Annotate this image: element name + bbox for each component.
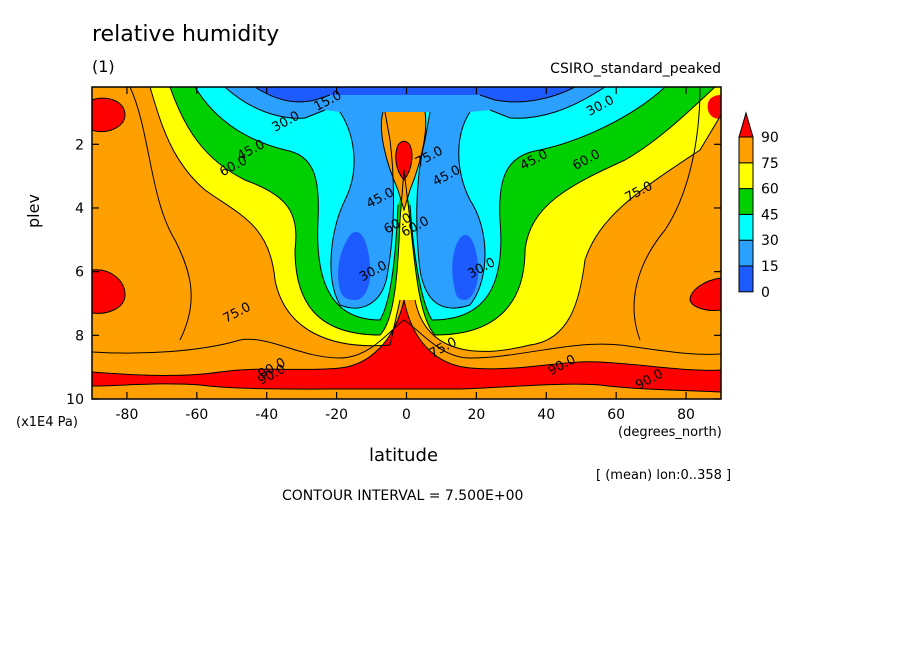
contour-line bbox=[380, 111, 427, 212]
contour-line bbox=[395, 140, 413, 181]
y-axis-units: (x1E4 Pa) bbox=[16, 415, 78, 430]
x-tick-label: -20 bbox=[325, 407, 348, 423]
x-tick-label: 0 bbox=[402, 407, 411, 423]
contour-lines bbox=[92, 87, 721, 393]
x-axis-label: latitude bbox=[369, 445, 439, 466]
contour-line bbox=[92, 319, 721, 359]
fill-band-0-15-right-core bbox=[452, 235, 479, 300]
colorbar-label: 60 bbox=[761, 182, 779, 198]
colorbar-swatch bbox=[738, 136, 754, 164]
contour-line bbox=[129, 87, 192, 341]
x-tick-label: 40 bbox=[537, 407, 555, 423]
contour-line bbox=[416, 111, 486, 309]
x-tick-label: -60 bbox=[185, 407, 208, 423]
contour-line bbox=[633, 87, 701, 341]
colorbar-swatch bbox=[738, 188, 754, 215]
contour-line bbox=[169, 87, 716, 336]
colorbar-label: 75 bbox=[761, 156, 779, 172]
x-tick-label: 60 bbox=[607, 407, 625, 423]
longitude-note: [ (mean) lon:0..358 ] bbox=[596, 468, 732, 483]
contour-line bbox=[414, 114, 721, 352]
colorbar-label: 15 bbox=[761, 259, 779, 275]
chart-subtitle: (1) bbox=[92, 57, 115, 76]
colorbar-label: 30 bbox=[761, 233, 779, 249]
contour-fill-layers bbox=[92, 87, 721, 399]
y-axis: 2 4 6 8 10 bbox=[66, 137, 721, 408]
colorbar-top-arrow bbox=[738, 111, 754, 138]
y-tick-label: 4 bbox=[75, 201, 84, 217]
colorbar: 0 15 30 45 60 75 90 bbox=[738, 111, 779, 301]
chart-title: relative humidity bbox=[92, 22, 280, 47]
x-tick-label: -80 bbox=[116, 407, 139, 423]
x-axis-units: (degrees_north) bbox=[618, 425, 722, 440]
contour-line bbox=[149, 87, 401, 347]
contour-interval: CONTOUR INTERVAL = 7.500E+00 bbox=[282, 488, 524, 504]
contour-line bbox=[479, 87, 576, 103]
fill-band-0-15 bbox=[255, 87, 575, 102]
y-tick-label: 10 bbox=[66, 392, 84, 408]
colorbar-swatch bbox=[738, 265, 754, 293]
contour-line bbox=[92, 383, 721, 393]
colorbar-swatch bbox=[738, 162, 754, 190]
colorbar-swatch bbox=[738, 239, 754, 267]
contour-line bbox=[330, 111, 395, 309]
colorbar-label: 45 bbox=[761, 207, 779, 223]
colorbar-label: 0 bbox=[761, 285, 770, 301]
fill-band-0-15-left-core bbox=[338, 231, 371, 300]
fill-band-90-left-top bbox=[92, 98, 125, 132]
contour-line bbox=[92, 299, 721, 376]
contour-line bbox=[92, 97, 126, 133]
contour-line bbox=[689, 277, 721, 311]
contour-line bbox=[254, 87, 331, 103]
x-tick-label: 20 bbox=[467, 407, 485, 423]
x-tick-label: 80 bbox=[677, 407, 695, 423]
x-axis: -80 -60 -40 -20 0 20 40 60 80 bbox=[116, 87, 695, 423]
contour-line bbox=[489, 87, 606, 119]
model-label: CSIRO_standard_peaked bbox=[550, 61, 721, 77]
y-tick-label: 2 bbox=[75, 137, 84, 153]
colorbar-label: 90 bbox=[761, 130, 779, 146]
contour-line bbox=[194, 87, 399, 321]
y-tick-label: 8 bbox=[75, 328, 84, 344]
fill-band-90-surface bbox=[92, 300, 721, 392]
colorbar-swatch bbox=[738, 213, 754, 241]
fill-band-90-tropical-top bbox=[395, 141, 412, 180]
fill-band-90-right-top bbox=[707, 95, 721, 119]
fill-band-90-left-mid bbox=[92, 269, 125, 314]
contour-line bbox=[92, 269, 126, 314]
contour-line bbox=[409, 87, 666, 321]
fill-band-15-30 bbox=[225, 87, 605, 309]
contour-line bbox=[224, 87, 326, 119]
fill-band-90-right-mid bbox=[690, 278, 721, 311]
y-tick-label: 6 bbox=[75, 265, 84, 281]
x-tick-label: -40 bbox=[255, 407, 278, 423]
